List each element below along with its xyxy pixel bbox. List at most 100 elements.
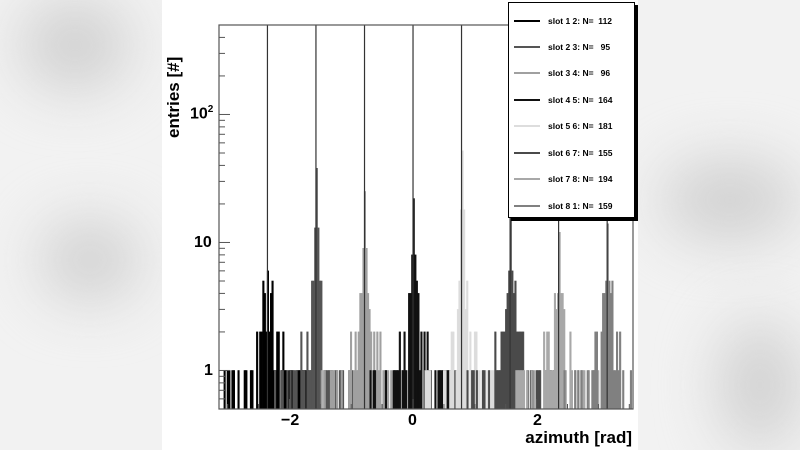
histogram-bin	[289, 370, 292, 410]
histogram-bin	[544, 370, 547, 410]
histogram-bin	[516, 370, 519, 410]
legend-label: slot 7 8: N= 194	[548, 174, 613, 184]
histogram-bin	[481, 370, 485, 410]
histogram-bin	[392, 370, 395, 410]
y-axis-title-text: entries [#]	[164, 56, 183, 138]
histogram-bin	[563, 370, 566, 410]
histogram-bin	[251, 370, 254, 410]
x-tick-label: 0	[408, 412, 417, 429]
histogram-bin	[329, 370, 333, 410]
x-tick-label: 2	[533, 412, 542, 429]
legend-item: slot 5 6: N= 181	[509, 118, 634, 134]
histogram-bin	[260, 331, 263, 410]
legend-swatch	[514, 205, 540, 207]
histogram-bin	[486, 370, 489, 410]
legend-item: slot 8 1: N= 159	[509, 198, 634, 214]
histogram-bin	[332, 370, 336, 410]
legend-swatch	[514, 125, 540, 127]
legend-label: slot 4 5: N= 164	[548, 95, 613, 105]
legend-item: slot 4 5: N= 164	[509, 92, 634, 108]
legend: slot 1 2: N= 112 slot 2 3: N= 95 slot 3 …	[508, 2, 635, 218]
y-tick-label: 102	[190, 104, 214, 123]
histogram-bin	[382, 370, 385, 410]
histogram-bin	[245, 370, 248, 410]
histogram-bin	[286, 370, 289, 410]
histogram-bin	[256, 331, 259, 410]
histogram-bin	[446, 370, 449, 410]
histogram-bin	[429, 370, 432, 410]
histogram-bin	[404, 370, 408, 410]
histogram-bin	[263, 293, 266, 410]
histogram-bin	[281, 370, 284, 410]
histogram-bin	[277, 331, 280, 410]
histogram-bin	[243, 370, 246, 410]
histogram-bin	[306, 331, 309, 410]
legend-label: slot 3 4: N= 96	[548, 68, 611, 78]
histogram-bin	[475, 370, 478, 410]
histogram-bin	[533, 370, 536, 410]
histogram-bin	[498, 370, 502, 410]
histogram-bin	[390, 370, 393, 410]
histogram-bin	[398, 331, 401, 410]
legend-swatch	[514, 178, 540, 180]
histogram-bin	[512, 293, 515, 410]
histogram-bin	[488, 370, 491, 410]
histogram-bin	[369, 370, 372, 410]
histogram-bin	[522, 370, 526, 410]
histogram-bin	[295, 370, 298, 410]
histogram-bin	[577, 370, 580, 410]
histogram-bin	[271, 280, 274, 410]
legend-label: slot 2 3: N= 95	[548, 42, 611, 52]
histogram-bin	[561, 293, 564, 410]
legend-swatch	[514, 72, 540, 74]
histogram-bin	[237, 370, 240, 410]
histogram-bin	[360, 293, 363, 410]
histogram-bin	[320, 370, 323, 410]
histogram-bin	[612, 370, 616, 410]
histogram-bin	[574, 370, 577, 410]
histogram-bin	[537, 370, 540, 410]
histogram-bin	[415, 280, 418, 410]
histogram-bin	[464, 309, 467, 410]
histogram-bin	[615, 331, 619, 410]
histogram-bin	[357, 331, 360, 410]
histogram-bin	[273, 370, 277, 410]
legend-label: slot 5 6: N= 181	[548, 121, 613, 131]
background-blur	[20, 0, 130, 90]
histogram-bin	[586, 370, 589, 410]
histogram-bin	[336, 370, 339, 410]
histogram-bin	[379, 331, 382, 410]
legend-item: slot 7 8: N= 194	[509, 171, 634, 187]
y-tick-label: 1	[204, 362, 213, 379]
histogram-bin	[622, 370, 625, 410]
histogram-bin	[602, 293, 605, 410]
histogram-bin	[547, 331, 550, 410]
histogram-bin	[384, 370, 388, 410]
histogram-bin	[374, 370, 377, 410]
legend-item: slot 2 3: N= 95	[509, 39, 634, 55]
histogram-bin	[492, 370, 495, 410]
histogram-bin	[268, 331, 271, 410]
histogram-bin	[539, 370, 542, 410]
histogram-bin	[550, 370, 553, 410]
histogram-bin	[232, 370, 235, 410]
histogram-bin	[501, 331, 505, 410]
histogram-bin	[228, 370, 231, 410]
histogram-bin	[434, 370, 437, 410]
histogram-bin	[440, 370, 443, 410]
histogram-bin	[323, 370, 326, 410]
histogram-bin	[526, 370, 529, 410]
legend-swatch	[514, 46, 540, 48]
histogram-bin	[478, 370, 481, 410]
histogram-bin	[420, 331, 423, 410]
background-blur	[40, 220, 140, 300]
legend-label: slot 8 1: N= 159	[548, 201, 613, 211]
histogram-bin	[530, 370, 533, 410]
histogram-bin	[472, 370, 475, 410]
histogram-bin	[409, 293, 412, 410]
histogram-bin	[425, 370, 429, 410]
histogram-bin	[519, 370, 523, 410]
histogram-bin	[619, 331, 622, 410]
histogram-bin	[387, 370, 390, 410]
